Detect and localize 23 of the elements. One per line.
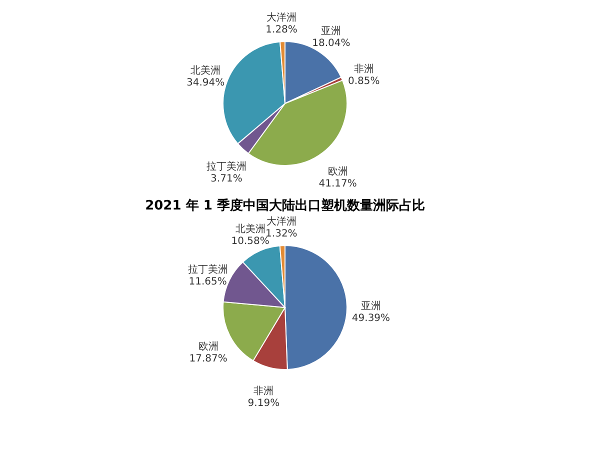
data-label: 49.39% — [352, 312, 390, 324]
slice-label: 北美洲 — [190, 64, 221, 77]
slice-label: 拉丁美洲 — [206, 160, 246, 172]
slice-label: 大洋洲 — [266, 216, 296, 228]
data-label: 17.87% — [189, 353, 228, 364]
slice-label: 拉丁美洲 — [188, 264, 228, 276]
slice-label: 欧洲 — [198, 340, 218, 352]
chart-title: 2021 年 1 季度中国大陆出口塑机数量洲际占比 — [145, 198, 425, 214]
slice-label: 非洲 — [254, 384, 274, 397]
data-label: 3.71% — [210, 173, 242, 184]
data-label: 11.65% — [188, 276, 227, 288]
data-label: 41.17% — [318, 178, 357, 190]
slice-label: 大洋洲 — [266, 12, 297, 24]
slice-label: 北美洲 — [235, 222, 266, 235]
slice-label: 亚洲 — [321, 24, 342, 37]
data-label: 18.04% — [312, 38, 350, 49]
data-label: 0.85% — [348, 76, 380, 88]
data-label: 9.19% — [248, 398, 280, 409]
data-label: 34.94% — [186, 78, 225, 89]
data-label: 1.28% — [266, 24, 298, 36]
slice-label: 非洲 — [354, 63, 374, 76]
slice-label: 欧洲 — [328, 165, 348, 178]
slice-label: 亚洲 — [360, 300, 381, 312]
